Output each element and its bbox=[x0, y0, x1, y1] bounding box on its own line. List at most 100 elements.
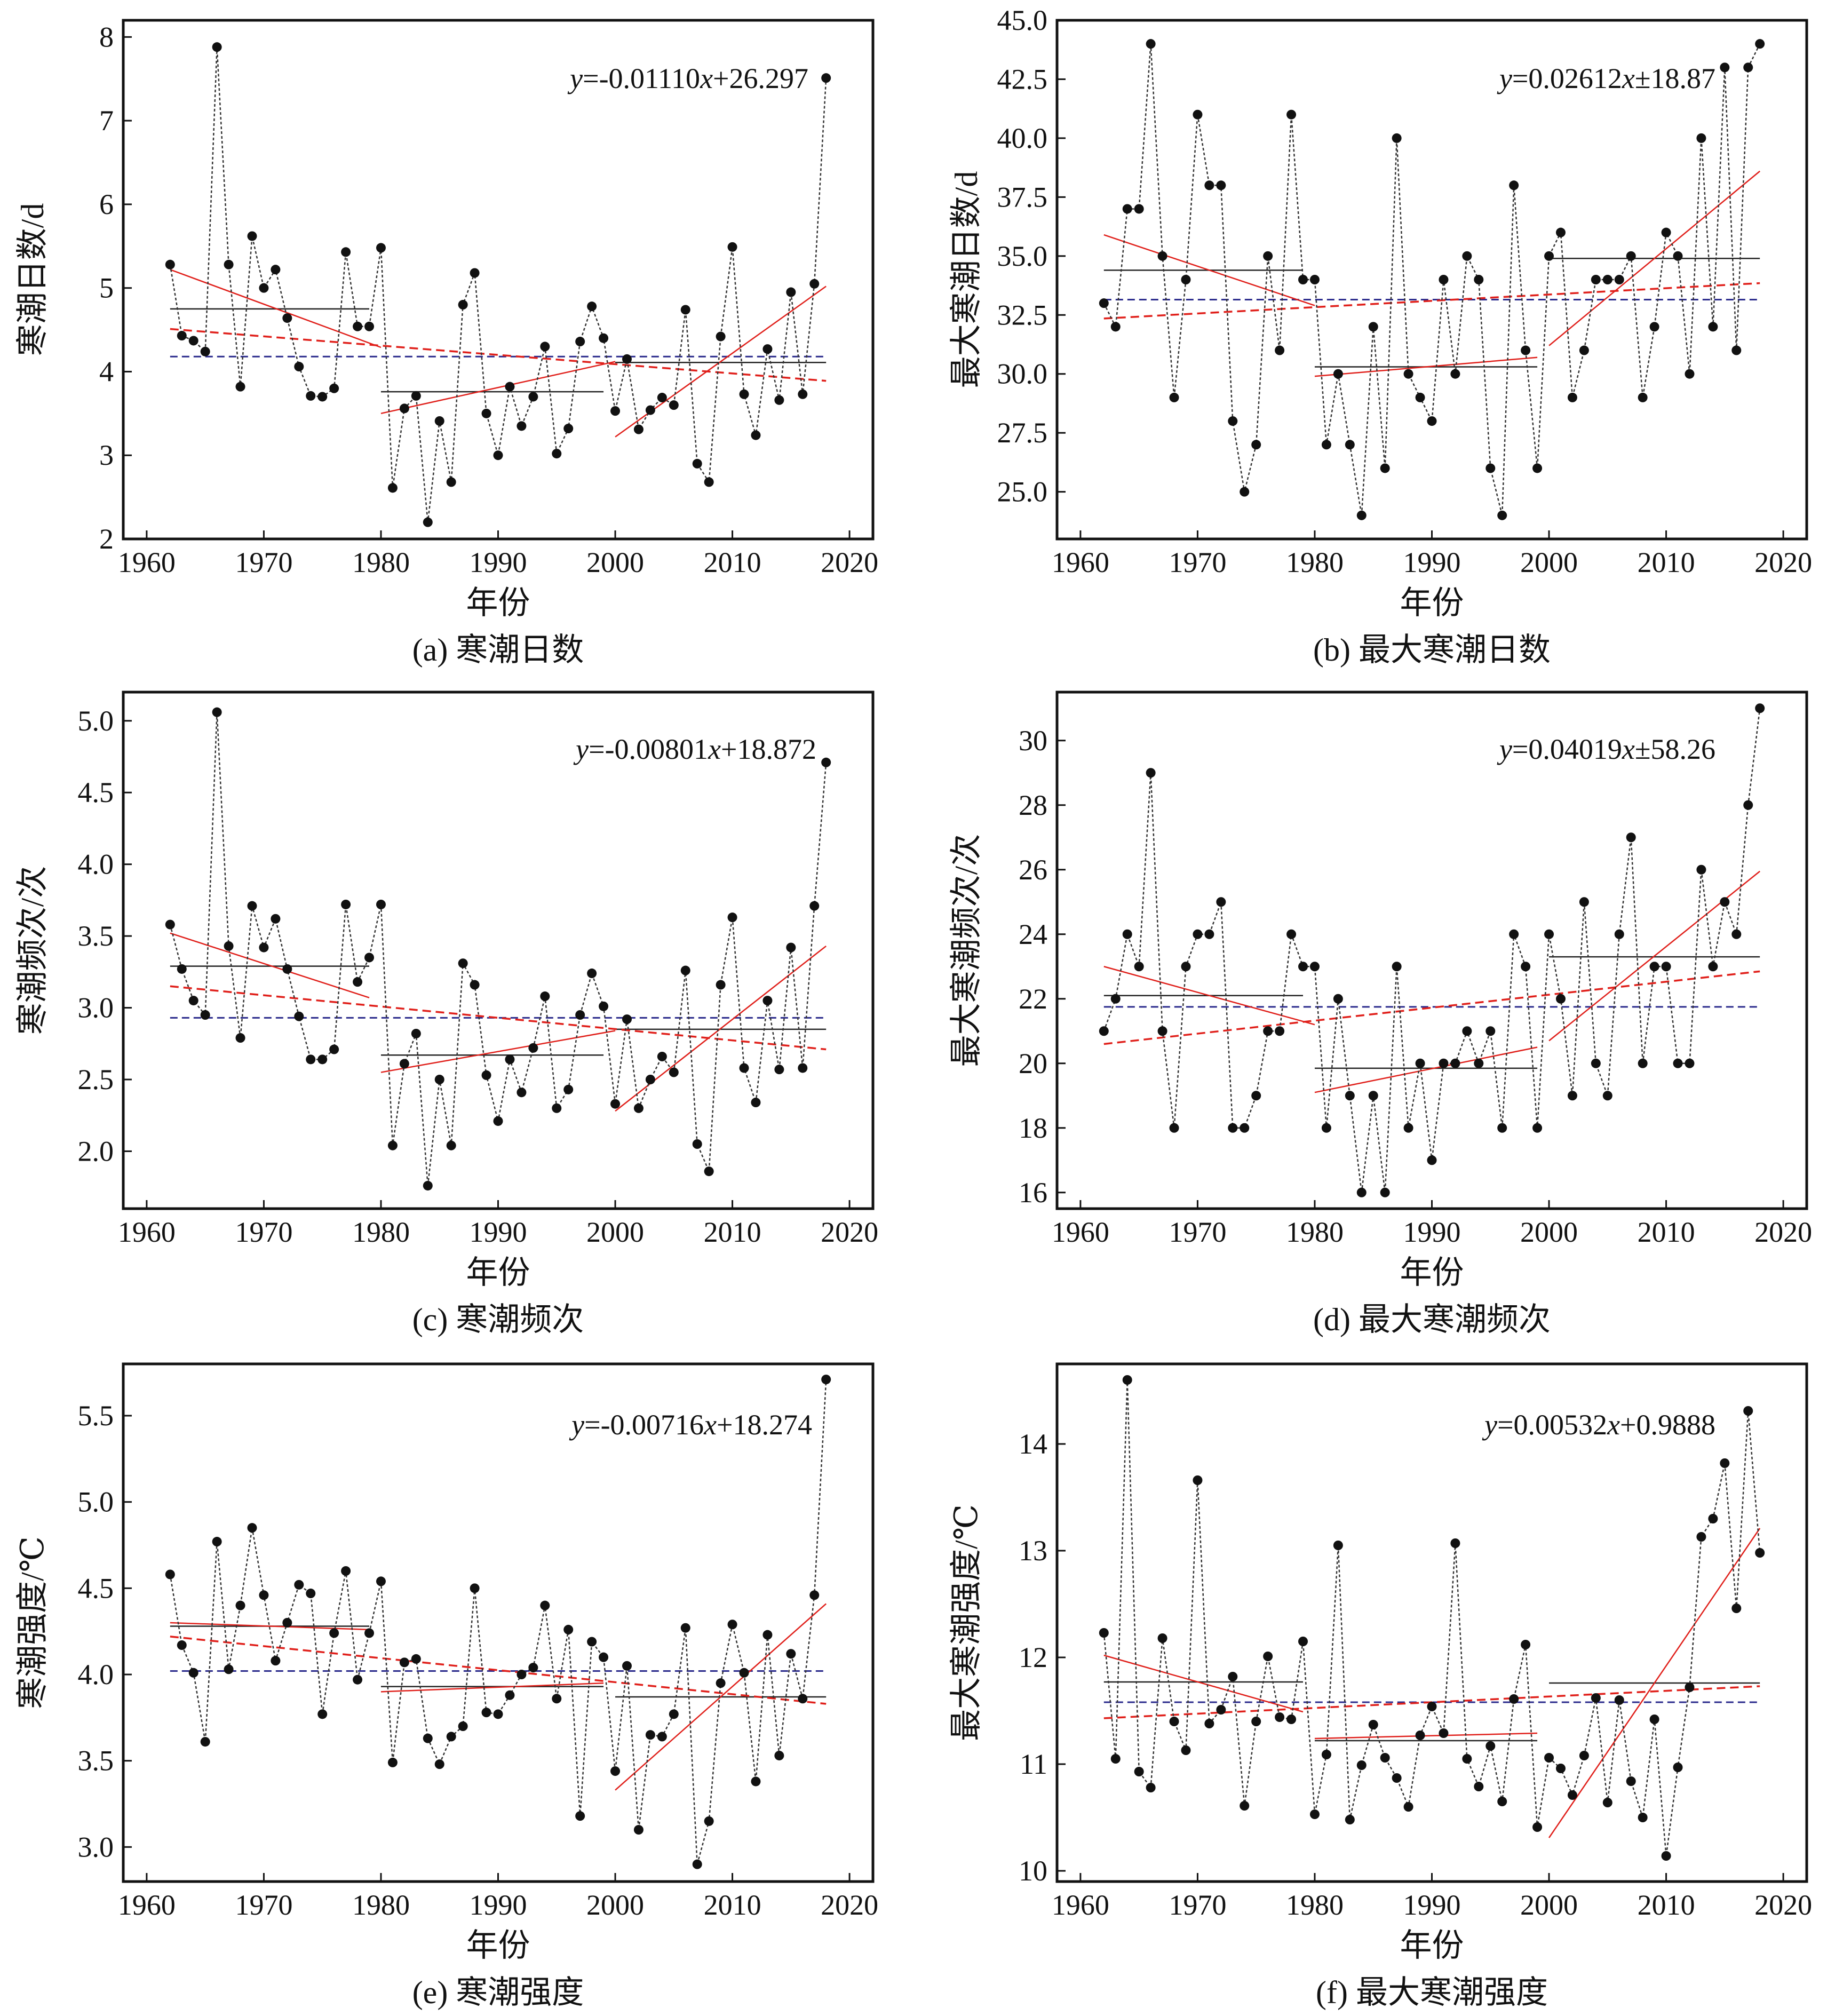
data-point bbox=[540, 1600, 550, 1610]
data-point bbox=[727, 1620, 737, 1630]
data-point bbox=[1146, 1783, 1156, 1792]
data-point bbox=[1181, 275, 1191, 284]
data-point bbox=[317, 1054, 328, 1065]
panel-caption: (e) 寒潮强度 bbox=[412, 1975, 584, 2010]
data-point bbox=[821, 757, 831, 767]
data-point bbox=[809, 279, 820, 289]
x-tick-label: 1960 bbox=[1052, 1889, 1109, 1921]
data-point bbox=[599, 333, 609, 343]
equation-variable: y bbox=[1497, 733, 1512, 765]
data-point bbox=[1286, 109, 1297, 120]
data-point bbox=[376, 1576, 386, 1586]
data-point bbox=[247, 231, 257, 241]
data-point bbox=[1181, 962, 1191, 972]
y-tick-label: 4.5 bbox=[78, 776, 114, 808]
period-trend-line-3 bbox=[615, 945, 827, 1112]
regression-equation: y=-0.01110x+26.297 bbox=[567, 62, 808, 94]
panel-c: 1960 1970 1980 1990 2000 2010 2020 2.0 2.5 3.0 3.5… bbox=[15, 690, 878, 1337]
data-point bbox=[1567, 392, 1577, 402]
series-connector-line bbox=[1103, 1379, 1761, 1856]
data-point bbox=[200, 346, 210, 356]
data-point bbox=[1240, 1123, 1250, 1133]
data-point bbox=[1298, 1637, 1308, 1646]
data-point bbox=[1755, 39, 1765, 49]
x-tick-label: 2020 bbox=[1754, 546, 1812, 578]
data-point bbox=[212, 42, 222, 52]
data-point bbox=[1509, 180, 1519, 191]
y-tick-label: 5 bbox=[99, 272, 114, 304]
y-tick-label: 3 bbox=[99, 439, 114, 471]
data-point bbox=[247, 1523, 257, 1533]
data-point bbox=[774, 1750, 784, 1760]
y-tick-label: 2.5 bbox=[78, 1063, 114, 1096]
data-point bbox=[1157, 251, 1167, 261]
period-trend-line-3 bbox=[615, 285, 827, 438]
data-point bbox=[1579, 897, 1589, 907]
x-tick-label: 2000 bbox=[586, 1216, 644, 1248]
equation-variable: x bbox=[1622, 62, 1635, 94]
data-point bbox=[1439, 1058, 1449, 1068]
data-point bbox=[727, 242, 737, 252]
y-tick-label: 7 bbox=[99, 105, 114, 137]
x-tick-label: 2010 bbox=[1638, 1216, 1695, 1248]
data-point bbox=[1532, 463, 1543, 473]
data-point bbox=[1345, 1091, 1355, 1101]
data-point bbox=[692, 458, 702, 469]
y-tick-label: 3.0 bbox=[78, 1831, 114, 1863]
overall-trend-line bbox=[170, 328, 827, 382]
data-point bbox=[1309, 1809, 1320, 1819]
data-point bbox=[1333, 994, 1343, 1004]
data-point bbox=[1579, 345, 1589, 355]
data-point bbox=[212, 1537, 222, 1547]
data-point bbox=[798, 1694, 808, 1704]
data-point bbox=[224, 941, 234, 951]
data-point bbox=[1743, 1406, 1753, 1416]
data-point bbox=[493, 1116, 503, 1126]
data-point bbox=[1110, 1754, 1121, 1764]
data-point bbox=[680, 1623, 690, 1633]
data-point bbox=[587, 301, 597, 312]
data-point bbox=[1216, 1705, 1226, 1715]
data-point bbox=[575, 337, 585, 347]
data-point bbox=[1321, 1750, 1331, 1759]
regression-equation: y=0.02612x±18.87 bbox=[1497, 62, 1715, 94]
data-point bbox=[575, 1811, 585, 1821]
x-tick-label: 1990 bbox=[470, 1216, 527, 1248]
data-point bbox=[1509, 929, 1519, 939]
y-axis-label: 最大寒潮强度/℃ bbox=[949, 1504, 984, 1741]
plot-frame bbox=[122, 690, 875, 1210]
data-point bbox=[1216, 897, 1226, 907]
y-tick-label: 40.0 bbox=[997, 122, 1048, 154]
data-point bbox=[1708, 322, 1718, 332]
data-point bbox=[1521, 345, 1531, 355]
data-point bbox=[1321, 440, 1331, 450]
x-tick-label: 1960 bbox=[1052, 546, 1109, 578]
data-point bbox=[1263, 1652, 1273, 1661]
y-tick-label: 14 bbox=[1019, 1428, 1047, 1460]
data-point bbox=[505, 1054, 515, 1065]
data-point bbox=[762, 1630, 773, 1640]
data-point bbox=[1474, 1058, 1484, 1068]
data-point bbox=[1579, 1751, 1589, 1760]
data-point bbox=[1204, 180, 1214, 191]
data-point bbox=[1345, 440, 1355, 450]
x-tick-label: 1960 bbox=[1052, 1216, 1109, 1248]
equation-coefficient: +0.9888 bbox=[1620, 1409, 1715, 1441]
x-tick-label: 1990 bbox=[1403, 546, 1461, 578]
data-point bbox=[1251, 1091, 1261, 1101]
x-tick-label: 1960 bbox=[118, 546, 176, 578]
x-tick-label: 2020 bbox=[821, 1216, 878, 1248]
data-point bbox=[1450, 369, 1460, 379]
data-point bbox=[645, 1075, 655, 1084]
data-point bbox=[1321, 1123, 1331, 1133]
data-point bbox=[364, 321, 375, 331]
equation-variable: x bbox=[708, 733, 721, 765]
data-point bbox=[1181, 1745, 1191, 1755]
data-point bbox=[762, 344, 773, 354]
data-point bbox=[540, 991, 550, 1002]
data-point bbox=[411, 1654, 421, 1664]
data-point bbox=[505, 1690, 515, 1700]
data-point bbox=[1638, 1813, 1648, 1822]
data-point bbox=[259, 942, 269, 953]
data-point bbox=[517, 421, 527, 431]
